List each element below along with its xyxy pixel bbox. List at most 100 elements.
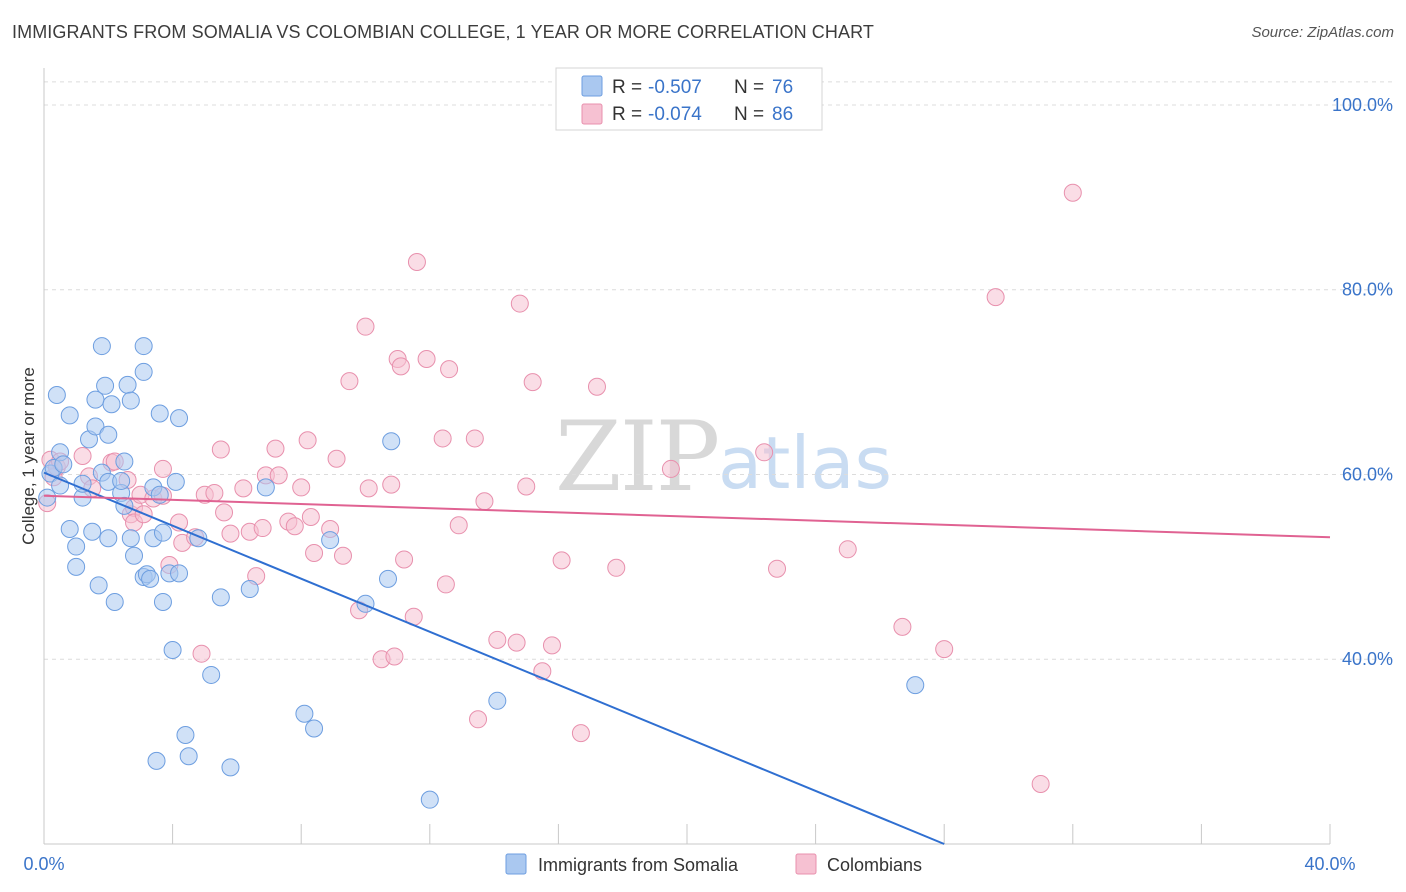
legend-r-label-colombians: R = — [612, 104, 642, 125]
somalia-point-16 — [86, 417, 105, 436]
y-tick-label-80: 80.0% — [1342, 280, 1393, 300]
y-tick-label-100: 100.0% — [1332, 95, 1393, 115]
colombians-point-73 — [571, 724, 590, 743]
colombians-point-78 — [768, 559, 787, 578]
somalia-point-31 — [121, 391, 140, 410]
trend-line-somalia — [43, 471, 945, 845]
legend-swatch-colombians — [581, 103, 603, 125]
colombians-point-25 — [205, 483, 224, 502]
legend-n-value-colombians: 86 — [772, 104, 793, 125]
chart-title: IMMIGRANTS FROM SOMALIA VS COLOMBIAN COL… — [12, 22, 874, 42]
colombians-point-77 — [755, 443, 774, 462]
somalia-point-44 — [153, 523, 172, 542]
trend-line-colombians — [43, 494, 1331, 539]
colombians-point-62 — [465, 429, 484, 448]
somalia-point-25 — [105, 592, 124, 611]
colombians-point-65 — [488, 630, 507, 649]
colombians-point-61 — [449, 516, 468, 535]
colombians-point-56 — [407, 253, 426, 271]
grid — [44, 81, 1394, 660]
somalia-point-35 — [134, 362, 153, 381]
colombians-point-83 — [1031, 774, 1050, 793]
somalia-point-10 — [67, 557, 86, 576]
x-tick-label-min: 0.0% — [23, 854, 64, 874]
colombians-point-58 — [433, 429, 452, 448]
watermark-zip: ZIP — [555, 401, 718, 513]
colombians-point-72 — [552, 551, 571, 570]
somalia-point-38 — [141, 569, 160, 588]
legend-r-value-somalia: -0.507 — [648, 77, 702, 98]
somalia-point-64 — [382, 432, 401, 451]
colombians-point-43 — [327, 449, 346, 468]
colombians-point-66 — [507, 633, 526, 652]
colombians-point-67 — [510, 294, 529, 313]
somalia-point-65 — [420, 790, 439, 809]
colombians-point-57 — [417, 350, 436, 368]
colombians-point-40 — [301, 507, 320, 526]
colombians-point-50 — [382, 475, 401, 494]
colombians-point-54 — [395, 550, 414, 569]
somalia-point-20 — [96, 376, 115, 395]
somalia-point-23 — [99, 425, 118, 444]
source-label: Source: ZipAtlas.com — [1251, 24, 1394, 41]
somalia-point-32 — [121, 529, 140, 548]
colombians-point-69 — [523, 373, 542, 392]
somalia-point-55 — [211, 588, 230, 607]
somalia-point-57 — [240, 580, 259, 599]
somalia-point-22 — [99, 529, 118, 548]
colombians-point-29 — [234, 479, 253, 498]
bottom-legend-label-somalia: Immigrants from Somalia — [538, 855, 739, 875]
legend-n-value-somalia: 76 — [772, 77, 793, 98]
colombians-point-32 — [253, 519, 272, 538]
y-axis-title: College, 1 year or more — [19, 367, 38, 545]
colombians-point-44 — [333, 546, 352, 565]
colombians-point-47 — [356, 317, 375, 336]
somalia-point-42 — [150, 485, 169, 504]
somalia-point-56 — [221, 758, 240, 777]
legend-n-label-somalia: N = — [734, 77, 764, 98]
somalia-point-67 — [906, 676, 925, 695]
legend-r-value-colombians: -0.074 — [648, 104, 702, 125]
colombians-point-59 — [436, 575, 455, 594]
somalia-point-45 — [153, 592, 172, 611]
colombians-point-41 — [305, 544, 324, 562]
colombians-point-37 — [285, 517, 304, 536]
trend-lines — [43, 471, 1331, 845]
bottom-legend: Immigrants from Somalia Colombians — [505, 853, 922, 875]
colombians-point-45 — [340, 372, 359, 391]
y-tick-label-40: 40.0% — [1342, 649, 1393, 669]
colombians-point-60 — [440, 360, 459, 379]
somalia-point-17 — [89, 576, 108, 595]
x-tick-label-max: 40.0% — [1304, 854, 1355, 874]
somalia-point-47 — [163, 641, 182, 659]
colombians-point-27 — [215, 503, 234, 522]
x-ticks — [43, 824, 1331, 844]
somalia-point-58 — [256, 478, 275, 497]
colombians-point-34 — [266, 439, 285, 458]
legend-swatch-somalia — [581, 75, 603, 97]
colombians-point-48 — [359, 479, 378, 498]
colombians-point-5 — [73, 447, 92, 465]
colombians-point-64 — [475, 492, 494, 511]
legend-r-label-somalia: R = — [612, 77, 642, 98]
somalia-point-59 — [295, 704, 314, 723]
colombians-point-63 — [469, 710, 488, 729]
somalia-point-54 — [202, 665, 221, 684]
somalia-point-27 — [112, 471, 131, 490]
somalia-point-66 — [488, 691, 507, 710]
somalia-point-60 — [305, 719, 324, 738]
colombians-point-28 — [221, 524, 240, 543]
series-somalia — [38, 337, 925, 809]
somalia-point-52 — [179, 747, 198, 766]
colombians-point-53 — [391, 357, 410, 376]
top-legend: R = -0.507 N = 76 R = -0.074 N = 86 — [555, 67, 823, 131]
somalia-point-24 — [102, 395, 121, 414]
somalia-point-51 — [176, 725, 195, 744]
colombians-point-71 — [542, 636, 561, 655]
somalia-point-12 — [73, 474, 92, 493]
colombians-point-82 — [986, 288, 1005, 307]
watermark: ZIP atlas — [555, 401, 892, 513]
bottom-legend-label-colombians: Colombians — [827, 855, 922, 875]
colombians-point-76 — [661, 459, 680, 478]
